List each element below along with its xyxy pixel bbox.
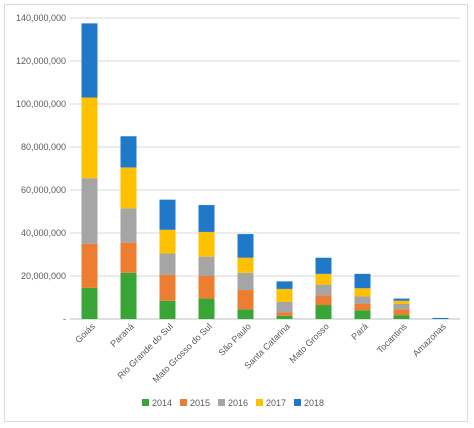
legend-item: 2016 xyxy=(218,398,248,408)
bar-segment xyxy=(159,300,176,319)
bar-segment xyxy=(81,97,98,179)
legend-swatch xyxy=(294,399,301,406)
bar-segment xyxy=(354,296,371,304)
bar-stack xyxy=(276,281,293,319)
legend-label: 2015 xyxy=(190,398,210,408)
bar-segment xyxy=(276,301,293,313)
bar-stack xyxy=(159,199,176,319)
x-tick-label: Pará xyxy=(349,321,370,342)
bar-stack xyxy=(120,136,137,319)
y-tick-label: 80,000,000 xyxy=(21,142,66,152)
bar-stacks xyxy=(81,23,449,319)
bar-segment xyxy=(315,305,332,319)
bar-segment xyxy=(354,310,371,319)
x-tick-label: Mato Grosso xyxy=(287,321,331,365)
bar-segment xyxy=(120,136,137,168)
y-tick-label: 100,000,000 xyxy=(16,99,66,109)
bar-segment xyxy=(354,303,371,311)
y-tick-label: - xyxy=(63,314,66,324)
bar-segment xyxy=(198,256,215,276)
bar-segment xyxy=(159,274,176,301)
bar-segment xyxy=(276,281,293,289)
bar-segment xyxy=(81,23,98,98)
x-tick-label: São Paulo xyxy=(216,321,252,357)
bar-segment xyxy=(120,272,137,319)
bar-segment xyxy=(315,273,332,285)
legend-label: 2017 xyxy=(266,398,286,408)
legend-item: 2015 xyxy=(180,398,210,408)
chart-frame xyxy=(4,4,468,422)
legend-item: 2017 xyxy=(256,398,286,408)
bar-stack xyxy=(81,23,98,319)
bar-segment xyxy=(315,284,332,296)
bar-segment xyxy=(120,242,137,273)
y-tick-label: 40,000,000 xyxy=(21,228,66,238)
bar-segment xyxy=(432,317,449,319)
legend-swatch xyxy=(180,399,187,406)
bar-segment xyxy=(237,309,254,319)
y-tick-label: 120,000,000 xyxy=(16,56,66,66)
bar-segment xyxy=(393,303,410,310)
legend-label: 2016 xyxy=(228,398,248,408)
bar-segment xyxy=(276,315,293,319)
bar-segment xyxy=(237,289,254,310)
bar-segment xyxy=(81,178,98,244)
legend-swatch xyxy=(256,399,263,406)
bar-segment xyxy=(81,287,98,319)
bar-segment xyxy=(393,309,410,316)
bar-stack xyxy=(315,257,332,319)
y-tick-label: 20,000,000 xyxy=(21,271,66,281)
x-tick-label: Paraná xyxy=(108,321,136,349)
legend-label: 2018 xyxy=(304,398,324,408)
bar-segment xyxy=(393,315,410,319)
legend-swatch xyxy=(142,399,149,406)
legend-swatch xyxy=(218,399,225,406)
legend-item: 2018 xyxy=(294,398,324,408)
legend-label: 2014 xyxy=(152,398,172,408)
bar-segment xyxy=(237,234,254,258)
bar-stack xyxy=(198,205,215,319)
bar-segment xyxy=(198,205,215,232)
bar-segment xyxy=(81,243,98,288)
y-axis-tick-labels: - 20,000,000 40,000,000 60,000,000 80,000,00… xyxy=(16,13,66,324)
bar-stack xyxy=(354,273,371,319)
bar-segment xyxy=(315,295,332,306)
bar-segment xyxy=(237,257,254,273)
bar-segment xyxy=(120,167,137,209)
bar-stack xyxy=(237,234,254,319)
legend: 2014 2015 2016 2017 2018 xyxy=(142,398,324,408)
bar-segment xyxy=(276,288,293,302)
x-tick-label: Tocantins xyxy=(375,321,409,355)
bar-stack xyxy=(432,317,449,319)
bar-segment xyxy=(159,229,176,254)
bar-segment xyxy=(276,312,293,316)
bar-segment xyxy=(120,208,137,243)
bar-segment xyxy=(159,199,176,230)
bar-segment xyxy=(198,298,215,319)
bar-segment xyxy=(198,231,215,257)
legend-item: 2014 xyxy=(142,398,172,408)
bar-segment xyxy=(354,273,371,289)
bar-segment xyxy=(159,253,176,275)
x-tick-label: Goiás xyxy=(73,321,97,345)
bar-segment xyxy=(198,276,215,299)
bar-segment xyxy=(315,257,332,274)
bar-segment xyxy=(393,300,410,304)
y-tick-label: 60,000,000 xyxy=(21,185,66,195)
bar-stack xyxy=(393,298,410,319)
x-tick-label: Amazonas xyxy=(411,321,448,358)
bar-segment xyxy=(354,288,371,297)
bar-segment xyxy=(393,298,410,301)
y-tick-label: 140,000,000 xyxy=(16,13,66,23)
bar-segment xyxy=(237,272,254,290)
